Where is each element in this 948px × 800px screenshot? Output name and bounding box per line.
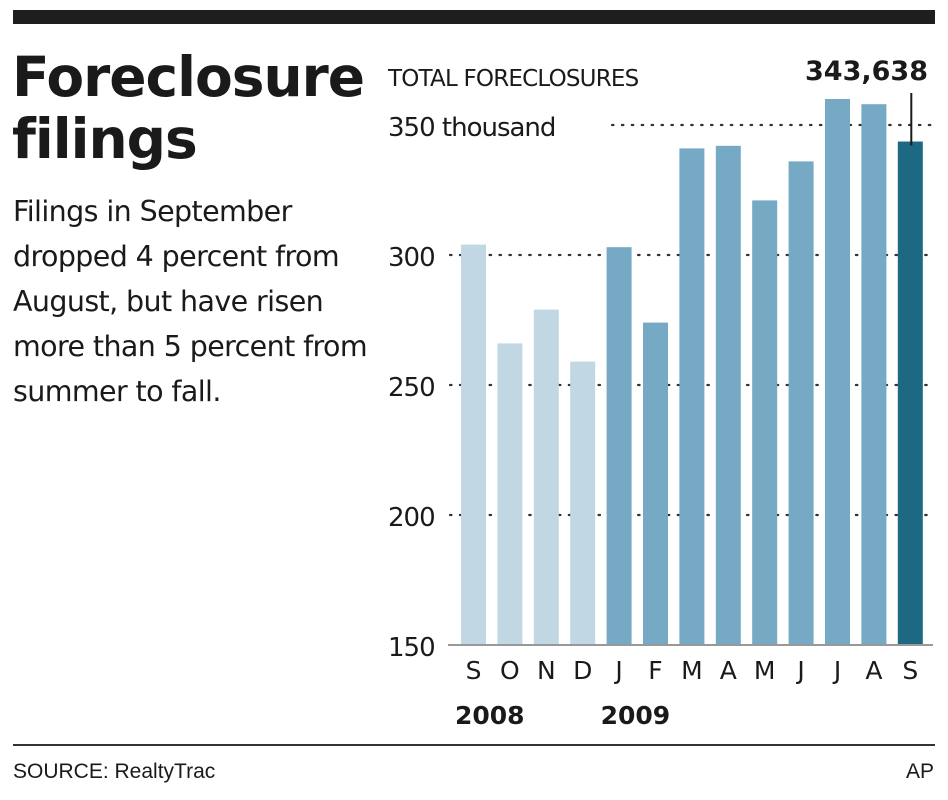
annotation-value: 343,638: [805, 56, 928, 87]
bar-11: [861, 104, 887, 645]
x-tick-label: J: [832, 656, 841, 685]
x-tick-label: O: [500, 656, 520, 685]
bar-3: [570, 361, 596, 645]
x-tick-label: S: [902, 656, 918, 685]
x-tick-label: A: [720, 656, 737, 685]
bar-10: [825, 99, 850, 645]
headline-line-1: Foreclosure: [12, 45, 365, 109]
year-label-2008: 2008: [455, 701, 525, 730]
x-tick-label: M: [754, 656, 776, 685]
y-axis-ticks: 150 200 250 300 350 thousand: [388, 113, 556, 663]
year-labels: 2008 2009: [455, 701, 670, 730]
y-tick-label: 200: [388, 503, 435, 533]
bar-chart: TOTAL FORECLOSURES 150 200 250 300 350 thous…: [387, 56, 935, 730]
x-tick-label: A: [865, 656, 882, 685]
chart-title-block: Foreclosure filings: [12, 45, 365, 171]
y-tick-label: 300: [388, 243, 435, 273]
bar-12: [897, 141, 923, 645]
annotation: 343,638: [805, 56, 928, 146]
x-tick-label: S: [466, 656, 482, 685]
x-tick-label: N: [537, 656, 556, 685]
chart-subtitle: TOTAL FORECLOSURES: [387, 66, 639, 92]
bar-6: [679, 148, 705, 645]
bottom-rule: [13, 744, 935, 746]
x-tick-label: J: [613, 656, 622, 685]
bar-1: [497, 343, 523, 645]
bar-2: [533, 309, 559, 645]
agency-credit: AP: [905, 760, 934, 783]
bar-9: [788, 161, 814, 645]
y-tick-label: 350 thousand: [388, 113, 555, 143]
bar-8: [752, 200, 778, 645]
x-tick-label: F: [648, 656, 662, 685]
source-credit: SOURCE: RealtyTrac: [13, 760, 216, 783]
y-tick-label: 250: [388, 373, 435, 403]
y-tick-label: 150: [388, 633, 435, 663]
top-rule: [13, 10, 935, 24]
bar-4: [606, 247, 632, 645]
description-text: Filings in September dropped 4 percent f…: [13, 195, 368, 408]
bar-5: [643, 322, 668, 645]
headline-line-2: filings: [12, 107, 198, 171]
x-tick-label: J: [795, 656, 804, 685]
x-tick-label: D: [573, 656, 592, 685]
bar-7: [715, 145, 741, 646]
x-tick-label: M: [681, 656, 703, 685]
year-label-2009: 2009: [601, 701, 671, 730]
bar-0: [461, 244, 486, 645]
bars: [461, 99, 923, 646]
